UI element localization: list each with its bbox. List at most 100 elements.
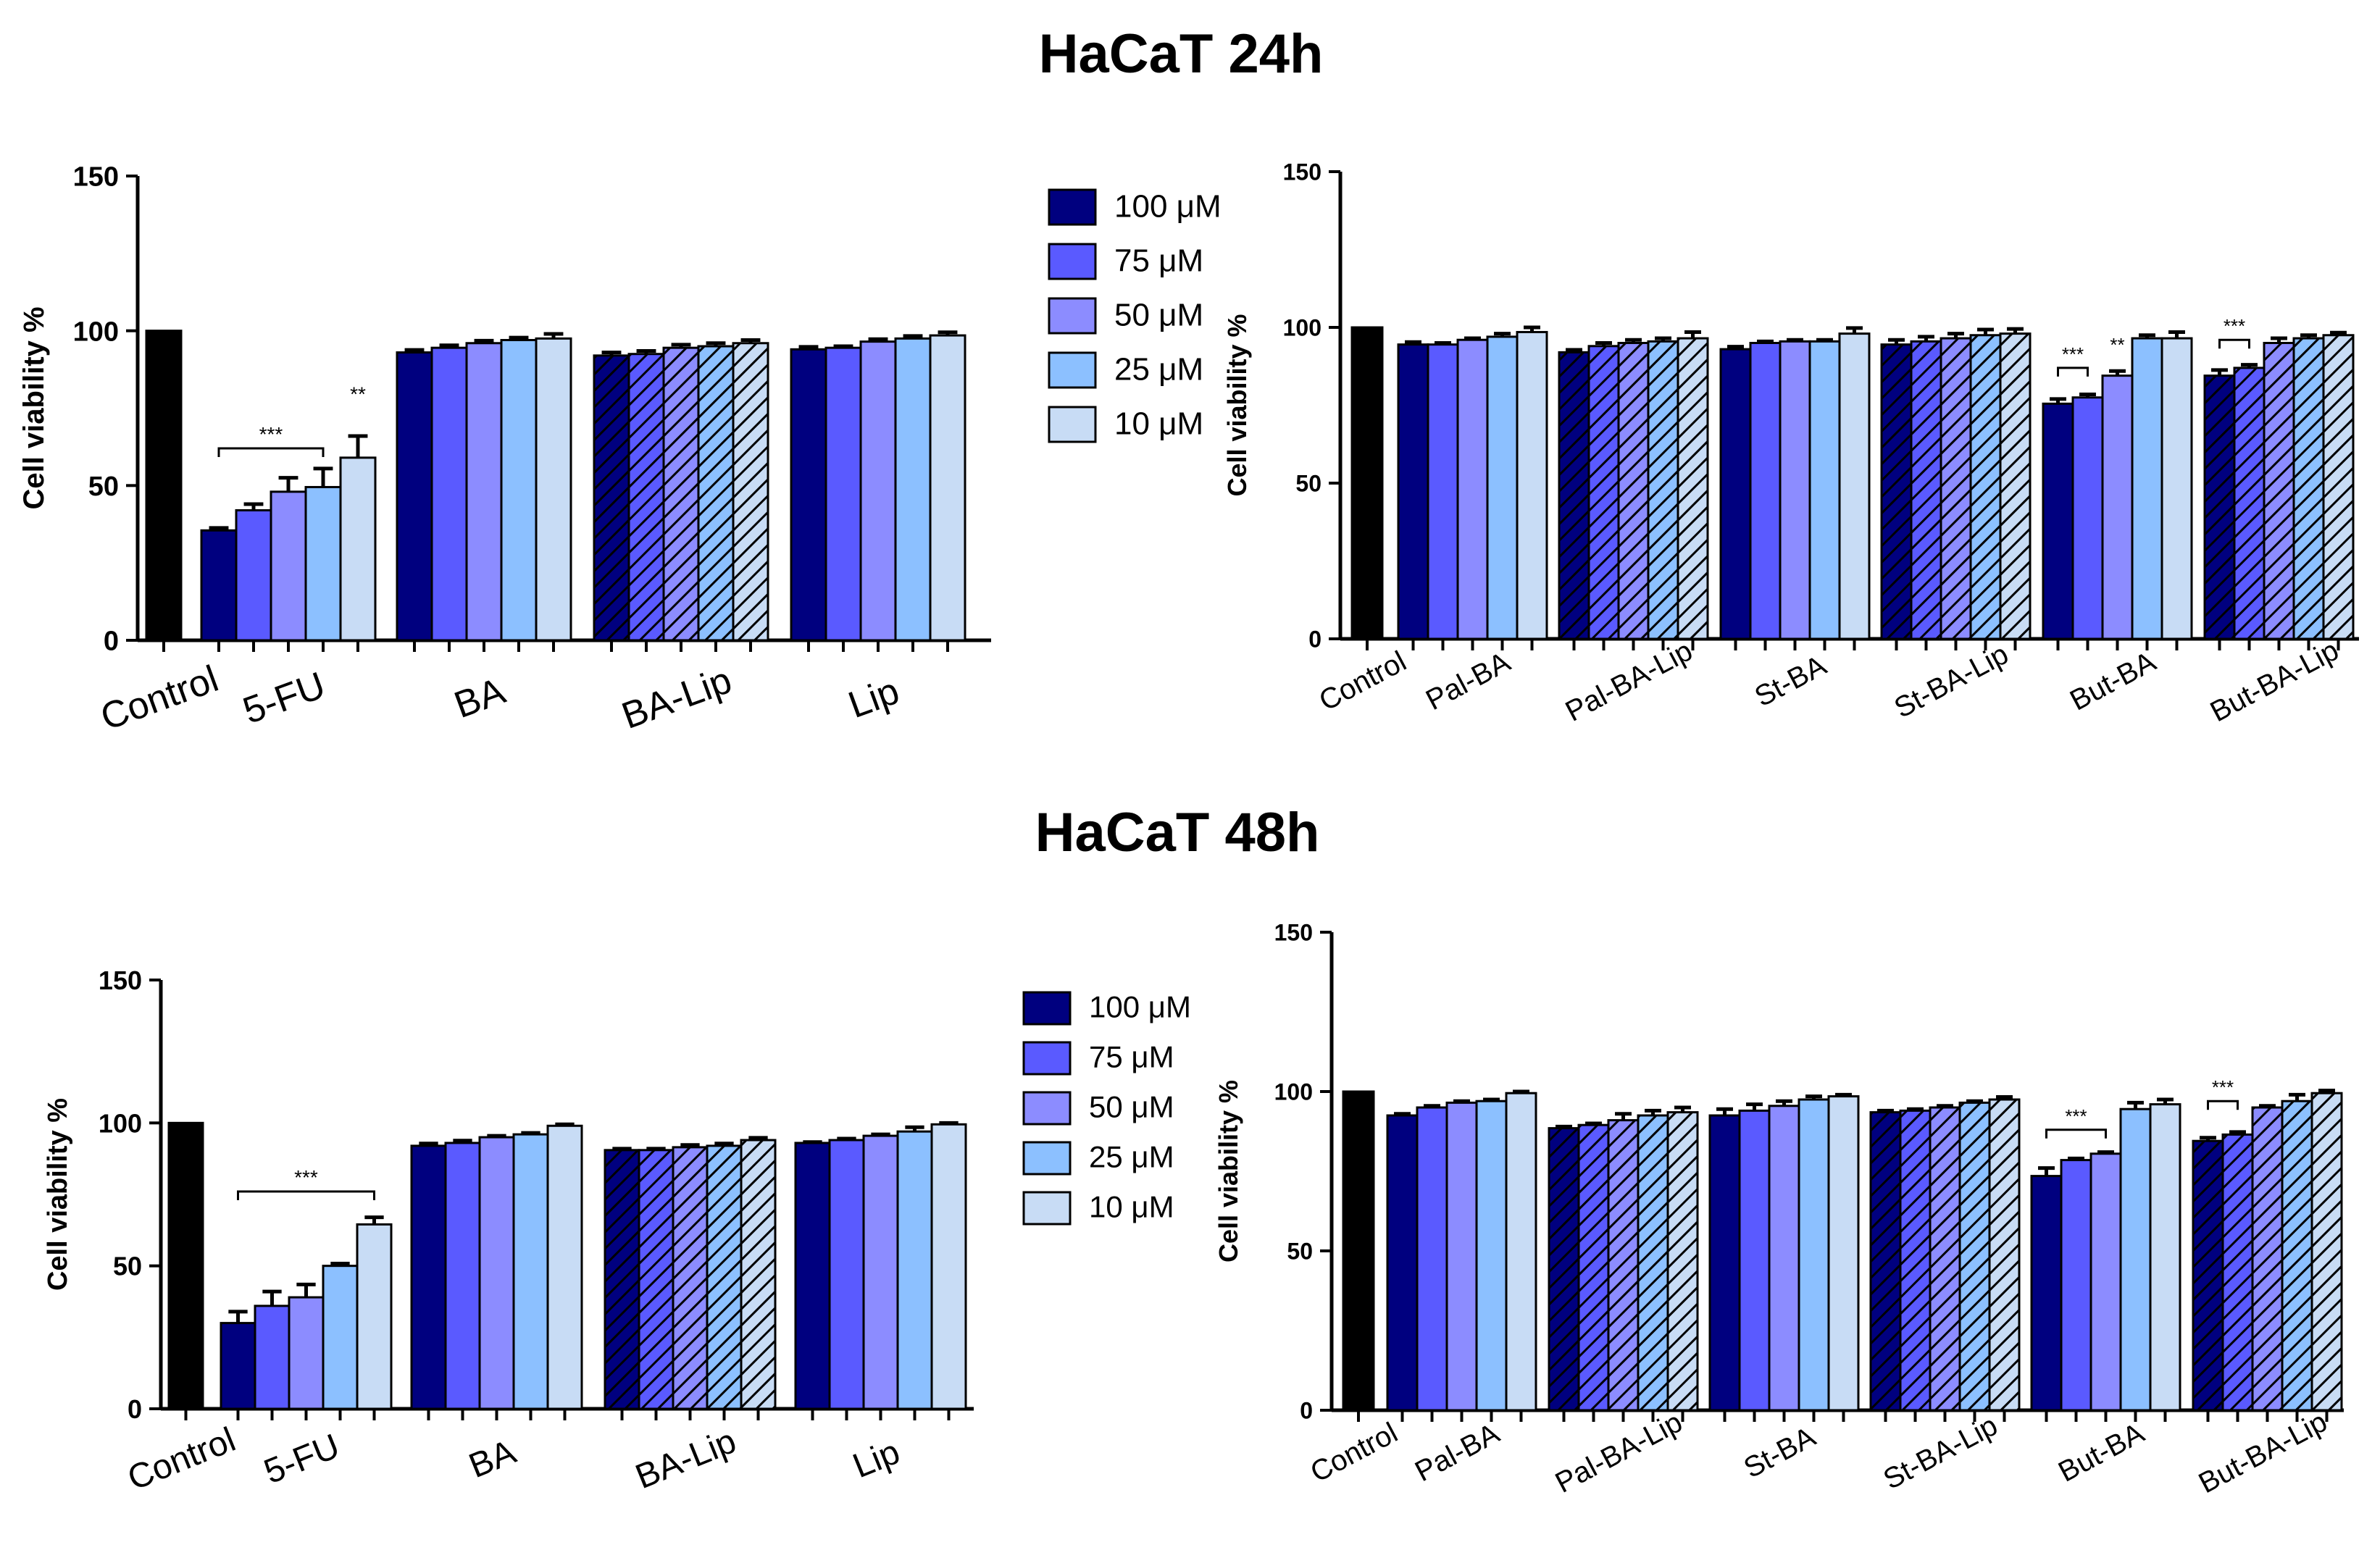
error-bar bbox=[1464, 336, 1481, 340]
bar-ba-lip-2 bbox=[672, 1146, 709, 1410]
significance-marker: ** bbox=[350, 383, 366, 406]
y-tick-label: 0 bbox=[104, 627, 119, 657]
y-tick-label: 50 bbox=[1287, 1239, 1313, 1265]
error-bar bbox=[1947, 332, 1964, 339]
legend-label: 100 μM bbox=[1089, 989, 1191, 1023]
category-label: St-BA-Lip bbox=[1879, 1410, 2003, 1496]
error-bar bbox=[2200, 1136, 2216, 1142]
y-tick-label: 100 bbox=[99, 1108, 142, 1138]
bar-st-ba-lip-0 bbox=[1880, 343, 1913, 640]
bar-st-ba-1 bbox=[1738, 1109, 1771, 1412]
significance-marker: *** bbox=[2057, 343, 2089, 377]
error-bar bbox=[1595, 341, 1612, 346]
error-bar bbox=[1524, 325, 1540, 332]
legend-swatch bbox=[1022, 1191, 1072, 1226]
bar-but-ba-4 bbox=[2160, 337, 2193, 640]
bar-ba-lip-3 bbox=[697, 345, 735, 642]
significance-label: *** bbox=[2065, 1105, 2087, 1127]
bar-lip-0 bbox=[790, 348, 827, 642]
error-bar bbox=[2097, 1150, 2114, 1155]
chart-24h-left: 0 50 100 150 Cell viability % Control 5-FU BA BA… bbox=[18, 162, 991, 739]
bar-pal-ba-lip-4 bbox=[1666, 1111, 1699, 1412]
bar-5-fu-3 bbox=[304, 485, 342, 642]
significance-marker: ** bbox=[2110, 334, 2124, 356]
bar-lip-4 bbox=[930, 1123, 967, 1410]
bar-but-ba-1 bbox=[2071, 396, 2104, 640]
bar-pal-ba-3 bbox=[1475, 1100, 1508, 1412]
legend-swatch bbox=[1022, 991, 1072, 1026]
chart-48h-right: 0 50 100 150 Cell viability % Control Pal-BA Pa… bbox=[1214, 920, 2344, 1499]
error-bar bbox=[2139, 333, 2155, 339]
error-bar bbox=[1674, 1105, 1691, 1113]
bar-5-fu-2 bbox=[288, 1296, 325, 1410]
error-bar bbox=[636, 348, 656, 354]
error-bar bbox=[509, 335, 529, 340]
bar-st-ba-2 bbox=[1779, 340, 1811, 640]
bar-ba-0 bbox=[410, 1144, 447, 1410]
category-label: Control bbox=[96, 658, 224, 739]
bar-st-ba-lip-2 bbox=[1940, 337, 1972, 640]
bar-st-ba-lip-4 bbox=[1999, 332, 2032, 640]
bar-st-ba-lip-0 bbox=[1869, 1111, 1902, 1412]
bar-st-ba-lip-2 bbox=[1929, 1106, 1961, 1412]
y-tick-label: 150 bbox=[99, 966, 142, 995]
error-bar bbox=[2241, 363, 2258, 368]
bar-st-ba-4 bbox=[1827, 1095, 1860, 1412]
legend-swatch bbox=[1022, 1141, 1072, 1176]
significance-marker: *** bbox=[237, 1166, 375, 1201]
legend-label: 25 μM bbox=[1114, 351, 1203, 387]
legend-label: 50 μM bbox=[1114, 297, 1203, 332]
error-bar bbox=[1977, 327, 1994, 335]
bar-but-ba-0 bbox=[2030, 1175, 2063, 1412]
bar-control-control bbox=[145, 330, 183, 642]
bar-pal-ba-lip-2 bbox=[1617, 342, 1650, 640]
bar-st-ba-lip-4 bbox=[1988, 1098, 2021, 1412]
bar-5-fu-3 bbox=[322, 1265, 359, 1410]
y-axis-label: Cell viability % bbox=[43, 1098, 73, 1291]
legend-label: 100 μM bbox=[1114, 188, 1222, 224]
error-bar bbox=[278, 476, 298, 492]
category-label: But-BA bbox=[2065, 645, 2161, 716]
category-label: St-BA bbox=[1750, 649, 1832, 713]
bar-pal-ba-lip-3 bbox=[1637, 1114, 1669, 1412]
legend-label: 75 μM bbox=[1089, 1039, 1174, 1073]
bar-st-ba-3 bbox=[1808, 340, 1841, 640]
category-label: 5-FU bbox=[259, 1427, 345, 1491]
bar-ba-lip-4 bbox=[740, 1139, 777, 1410]
error-bar bbox=[296, 1282, 316, 1298]
legend-swatch bbox=[1048, 188, 1097, 226]
bar-st-ba-2 bbox=[1768, 1105, 1800, 1412]
error-bar bbox=[1405, 340, 1421, 345]
significance-label: ** bbox=[350, 383, 366, 406]
significance-label: ** bbox=[2110, 334, 2124, 356]
bar-pal-ba-1 bbox=[1416, 1106, 1448, 1412]
legend-item: 75 μM bbox=[1048, 243, 1203, 280]
error-bar bbox=[1937, 1104, 1953, 1108]
bar-pal-ba-lip-2 bbox=[1607, 1119, 1640, 1412]
error-bar bbox=[803, 1140, 822, 1144]
error-bar bbox=[1918, 335, 1934, 342]
legend-swatch bbox=[1022, 1041, 1072, 1076]
legends-layer: 100 μM 75 μM 50 μM 25 μM 10 μM 100 μM 75 μM 50 … bbox=[1022, 188, 1222, 1226]
error-bar bbox=[439, 343, 459, 348]
bar-but-ba-lip-0 bbox=[2192, 1139, 2224, 1412]
bar-5-fu-0 bbox=[220, 1322, 256, 1410]
error-bar bbox=[1846, 326, 1863, 334]
bar-ba-lip-4 bbox=[732, 342, 769, 642]
error-bar bbox=[243, 502, 264, 511]
error-bar bbox=[474, 338, 494, 343]
bar-but-ba-lip-1 bbox=[2233, 367, 2266, 640]
bar-lip-2 bbox=[859, 340, 897, 642]
significance-label: *** bbox=[2224, 315, 2245, 337]
bar-pal-ba-2 bbox=[1456, 338, 1489, 640]
y-tick-label: 150 bbox=[73, 162, 119, 193]
legend-item: 50 μM bbox=[1048, 297, 1203, 335]
category-label: Pal-BA-Lip bbox=[1561, 634, 1698, 728]
error-bar bbox=[228, 1310, 248, 1323]
category-label: Pal-BA bbox=[1421, 646, 1516, 716]
legend-item: 25 μM bbox=[1048, 351, 1203, 389]
significance-label: *** bbox=[2212, 1076, 2234, 1098]
y-tick-label: 50 bbox=[1295, 471, 1321, 497]
legend-swatch bbox=[1048, 406, 1097, 443]
bar-pal-ba-lip-1 bbox=[1587, 345, 1620, 640]
